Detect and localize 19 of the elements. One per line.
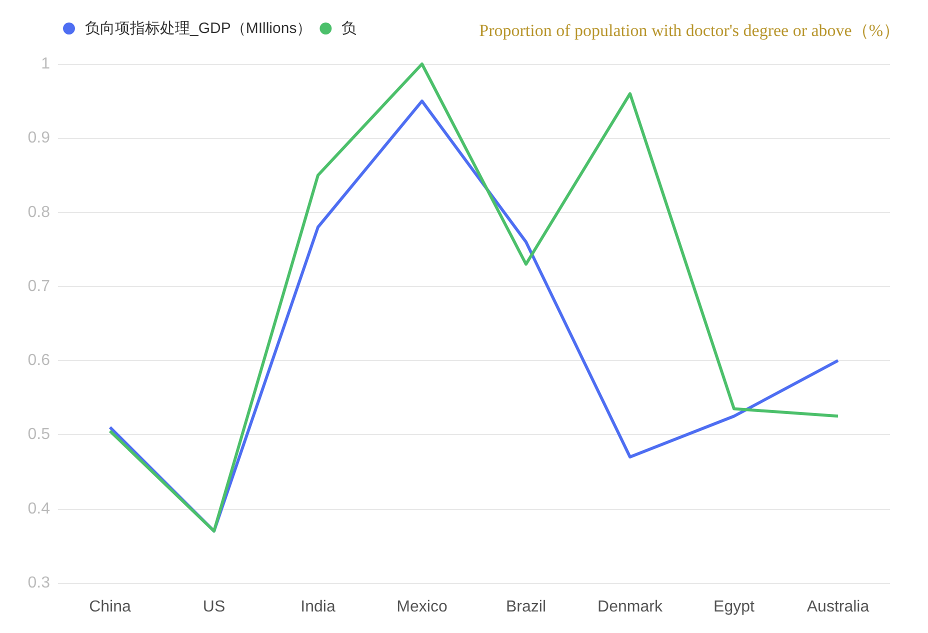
y-tick-label: 0.8 — [28, 204, 50, 221]
x-tick-label: Australia — [806, 598, 870, 616]
x-tick-label: China — [89, 598, 131, 616]
x-tick-label: US — [202, 598, 226, 616]
legend-label: 负向项指标处理_GDP（MIllions） — [85, 20, 312, 37]
x-tick-label: Brazil — [506, 598, 546, 616]
x-tick-label: Denmark — [598, 598, 664, 616]
text: Proportion of population with doctor's degree or above（%） — [479, 21, 900, 40]
y-tick-label: 0.7 — [28, 278, 50, 295]
x-tick-label: Egypt — [714, 598, 756, 616]
y-tick-label: 0.4 — [28, 500, 50, 518]
x-tick-label: India — [300, 598, 336, 616]
y-tick-label: 0.3 — [28, 574, 50, 592]
y-tick-label: 0.6 — [28, 352, 50, 370]
y-tick-label: 0.9 — [28, 130, 50, 147]
legend-label: 负 — [342, 20, 357, 37]
y-tick-label: 1 — [41, 56, 50, 72]
x-tick-label: Mexico — [396, 598, 448, 616]
y-tick-label: 0.5 — [28, 426, 50, 444]
